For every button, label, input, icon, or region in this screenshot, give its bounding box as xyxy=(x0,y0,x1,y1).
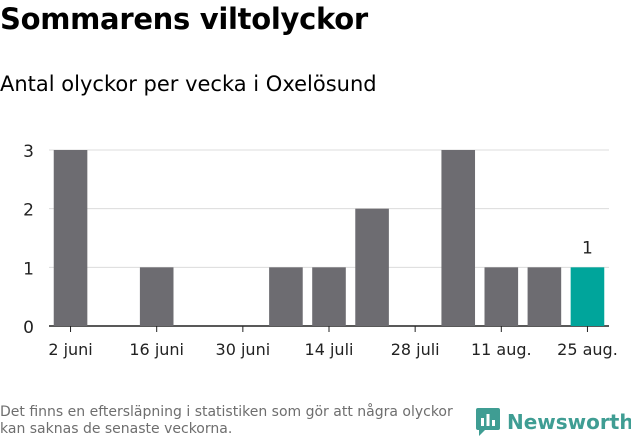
bar xyxy=(53,150,88,326)
x-tick-label: 11 aug. xyxy=(471,340,532,359)
bar xyxy=(269,267,303,326)
x-tick-label: 16 juni xyxy=(129,340,184,359)
bars xyxy=(53,150,605,326)
bar-chart: 0 1 2 3 2 juni 16 juni 30 juni 14 juli 28 juli 1… xyxy=(23,142,618,359)
x-tick-label: 25 aug. xyxy=(557,340,618,359)
data-labels: 1 xyxy=(582,238,593,258)
x-tick-label: 14 juli xyxy=(305,340,354,359)
y-tick-label: 1 xyxy=(23,259,34,279)
bar xyxy=(355,208,389,326)
y-tick-label: 3 xyxy=(23,142,34,162)
brand-logo: Newsworthy xyxy=(476,408,631,436)
bar xyxy=(570,267,605,326)
chart-subtitle: Antal olyckor per vecka i Oxelösund xyxy=(0,72,377,96)
x-tick-label: 28 juli xyxy=(391,340,440,359)
bar xyxy=(312,267,346,326)
y-tick-label: 0 xyxy=(23,318,34,338)
newsworthy-logo-icon xyxy=(476,408,500,436)
bar xyxy=(441,150,476,326)
x-axis-labels: 2 juni 16 juni 30 juni 14 juli 28 juli 11 aug… xyxy=(48,326,618,359)
y-axis-labels: 0 1 2 3 xyxy=(23,142,34,338)
bar xyxy=(527,267,562,326)
data-label: 1 xyxy=(582,238,593,258)
x-tick-label: 2 juni xyxy=(48,340,92,359)
x-tick-label: 30 juni xyxy=(216,340,271,359)
footnote: Det finns en eftersläpning i statistiken… xyxy=(0,404,453,437)
bar xyxy=(139,267,174,326)
bar xyxy=(484,267,519,326)
y-tick-label: 2 xyxy=(23,201,34,221)
brand-name: Newsworthy xyxy=(507,410,631,434)
chart-title: Sommarens viltolyckor xyxy=(0,2,368,36)
